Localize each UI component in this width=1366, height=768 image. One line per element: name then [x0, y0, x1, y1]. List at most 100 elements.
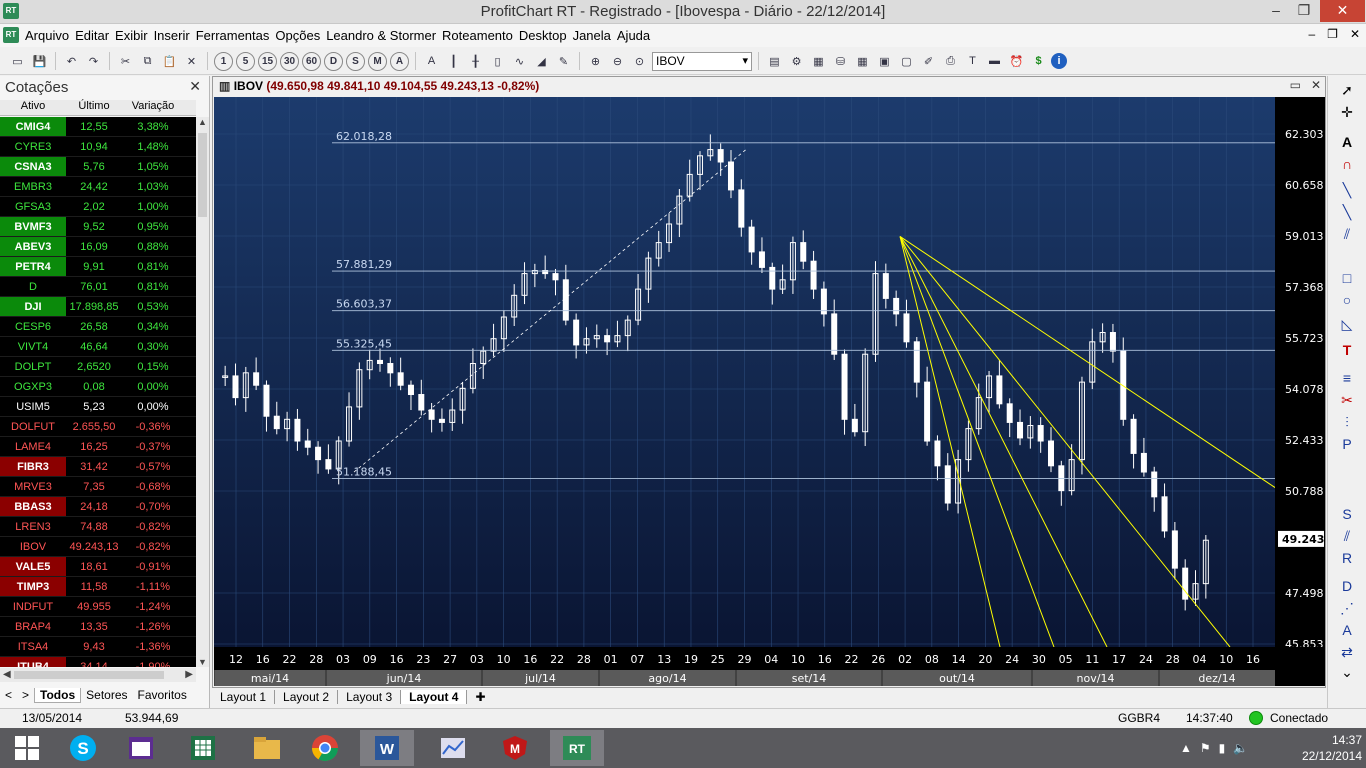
layout-icon[interactable]: ▦: [813, 55, 824, 68]
menu-item-exibir[interactable]: Exibir: [115, 28, 148, 43]
tray-clock[interactable]: 14:37 22/12/2014: [1302, 732, 1362, 764]
candle-chart-icon[interactable]: ▯: [494, 55, 501, 68]
pencil-icon[interactable]: ✎: [558, 55, 569, 68]
period-15-button[interactable]: 15: [258, 51, 277, 71]
word-icon[interactable]: W: [360, 730, 414, 766]
line-chart-icon[interactable]: ∿: [514, 55, 525, 68]
notes-icon[interactable]: ▤: [769, 55, 780, 68]
board-icon[interactable]: ▬: [989, 55, 1000, 67]
menu-item-inserir[interactable]: Inserir: [153, 28, 190, 43]
triangle-tool-icon[interactable]: ◺: [1341, 316, 1353, 332]
quote-row[interactable]: DOLFUT 2.655,50 -0,36%: [0, 417, 196, 437]
channel-tool-icon[interactable]: ⫽: [1343, 226, 1351, 242]
quote-row[interactable]: TIMP3 11,58 -1,11%: [0, 577, 196, 597]
text-tool-icon[interactable]: A: [427, 55, 436, 67]
skype-icon[interactable]: S: [56, 730, 110, 766]
menu-item-roteamento[interactable]: Roteamento: [442, 28, 513, 43]
price-chart-svg[interactable]: 62.018,28 57.881,29 56.603,37 55.325,45 51.1…: [214, 97, 1276, 648]
price-chart[interactable]: 62.018,28 57.881,29 56.603,37 55.325,45 51.1…: [214, 97, 1276, 648]
minimize-button[interactable]: –: [1272, 2, 1280, 18]
menu-item-ajuda[interactable]: Ajuda: [616, 28, 651, 43]
print-icon[interactable]: ⎙: [946, 54, 955, 67]
restore-button[interactable]: ❐: [1297, 2, 1311, 18]
menu-item-op-es[interactable]: Opções: [275, 28, 321, 43]
close-panel-icon[interactable]: ✕: [189, 78, 201, 94]
pointer-icon[interactable]: ➚: [1341, 82, 1353, 98]
ray-tool-icon[interactable]: ╲: [1342, 204, 1352, 220]
period-30-button[interactable]: 30: [280, 51, 299, 71]
fibonacci-retracement-icon[interactable]: ≡: [1342, 370, 1352, 386]
area-chart-icon[interactable]: ◢: [537, 55, 546, 68]
period-D-button[interactable]: D: [324, 51, 343, 71]
quote-row[interactable]: ITSA4 9,43 -1,36%: [0, 637, 196, 657]
mdi-restore-button[interactable]: ❐: [1327, 27, 1338, 41]
mdi-minimize-button[interactable]: –: [1308, 27, 1316, 41]
windows-start-icon[interactable]: [0, 730, 54, 766]
undo-icon[interactable]: ↶: [66, 55, 77, 68]
fibonacci-expansion-icon[interactable]: P: [1342, 436, 1352, 452]
quote-row[interactable]: DJI 17.898,85 0,53%: [0, 297, 196, 317]
tray-flag-icon[interactable]: ⚑: [1199, 741, 1211, 755]
mdi-close-button[interactable]: ✕: [1349, 27, 1360, 41]
regression-icon[interactable]: R: [1341, 550, 1353, 566]
save-icon[interactable]: 💾: [32, 55, 47, 68]
scroll-down-icon[interactable]: ⌄: [1341, 664, 1353, 680]
period-M-button[interactable]: M: [368, 51, 387, 71]
quote-row[interactable]: DOLPT 2,6520 0,15%: [0, 357, 196, 377]
menu-item-janela[interactable]: Janela: [572, 28, 611, 43]
chart-close-icon[interactable]: ✕: [1310, 78, 1321, 92]
quote-row[interactable]: VALE5 18,61 -0,91%: [0, 557, 196, 577]
quote-row[interactable]: LREN3 74,88 -0,82%: [0, 517, 196, 537]
zoom-reset-icon[interactable]: ⊙: [634, 55, 645, 68]
a-tool-icon[interactable]: A: [1342, 622, 1352, 638]
quote-row[interactable]: IBOV 49.243,13 -0,82%: [0, 537, 196, 557]
arrows-icon[interactable]: ⇄: [1341, 644, 1353, 660]
quotes-horizontal-scrollbar[interactable]: ◀ ▶: [0, 668, 196, 682]
crosshair-icon[interactable]: ✛: [1341, 104, 1353, 120]
tab-layout-2[interactable]: Layout 2: [275, 690, 339, 704]
close-button[interactable]: ✕: [1320, 0, 1365, 22]
disk-icon[interactable]: ▣: [879, 55, 890, 68]
bar-icon[interactable]: ╂: [472, 55, 479, 68]
quotes-vertical-scrollbar[interactable]: ▲ ▼: [196, 117, 209, 667]
quote-row[interactable]: GFSA3 2,02 1,00%: [0, 197, 196, 217]
menu-item-leandro-stormer[interactable]: Leandro & Stormer: [326, 28, 437, 43]
copy-icon[interactable]: ⧉: [143, 54, 152, 67]
tab-nav-right-icon[interactable]: >: [22, 688, 30, 702]
menu-item-ferramentas[interactable]: Ferramentas: [195, 28, 270, 43]
database-icon[interactable]: ⛁: [835, 55, 846, 68]
mcafee-icon[interactable]: M: [488, 730, 542, 766]
ellipse-tool-icon[interactable]: ○: [1342, 292, 1352, 308]
info-icon[interactable]: i: [1051, 53, 1067, 69]
scroll-right-icon[interactable]: ▶: [185, 669, 193, 680]
period-S-button[interactable]: S: [346, 51, 365, 71]
column-header-ativo[interactable]: Ativo: [20, 100, 46, 112]
dollar-icon[interactable]: $: [1035, 55, 1042, 67]
grid-icon[interactable]: ▦: [857, 55, 868, 68]
menu-item-editar[interactable]: Editar: [75, 28, 110, 43]
text-tool-icon[interactable]: T: [1342, 342, 1352, 358]
quote-row[interactable]: CSNA3 5,76 1,05%: [0, 157, 196, 177]
speed-lines-icon[interactable]: S: [1342, 506, 1352, 522]
alarm-icon[interactable]: ⏰: [1009, 55, 1024, 68]
tab-layout-3[interactable]: Layout 3: [338, 690, 402, 704]
column-header-ultimo[interactable]: Último: [78, 100, 110, 112]
rectangle-tool-icon[interactable]: □: [1342, 270, 1352, 286]
quote-row[interactable]: PETR4 9,91 0,81%: [0, 257, 196, 277]
period-1-button[interactable]: 1: [214, 51, 233, 71]
chart-maximize-icon[interactable]: ▭: [1289, 78, 1301, 92]
quote-row[interactable]: VIVT4 46,64 0,30%: [0, 337, 196, 357]
quote-row[interactable]: D 76,01 0,81%: [0, 277, 196, 297]
tab-nav-left-icon[interactable]: <: [5, 688, 13, 702]
tab-favoritos[interactable]: Favoritos: [137, 688, 187, 702]
menu-item-arquivo[interactable]: Arquivo: [25, 28, 70, 43]
profitchart-icon[interactable]: RT: [550, 730, 604, 766]
quote-row[interactable]: USIM5 5,23 0,00%: [0, 397, 196, 417]
tab-todos[interactable]: Todos: [34, 687, 82, 703]
add-layout-icon[interactable]: ✚: [475, 690, 486, 704]
scroll-left-icon[interactable]: ◀: [3, 669, 11, 680]
pitchfork-icon[interactable]: ⋰: [1340, 600, 1354, 616]
quote-row[interactable]: CMIG4 12,55 3,38%: [0, 117, 196, 137]
zoom-in-icon[interactable]: ⊕: [590, 55, 601, 68]
text-icon[interactable]: A: [1341, 134, 1353, 150]
